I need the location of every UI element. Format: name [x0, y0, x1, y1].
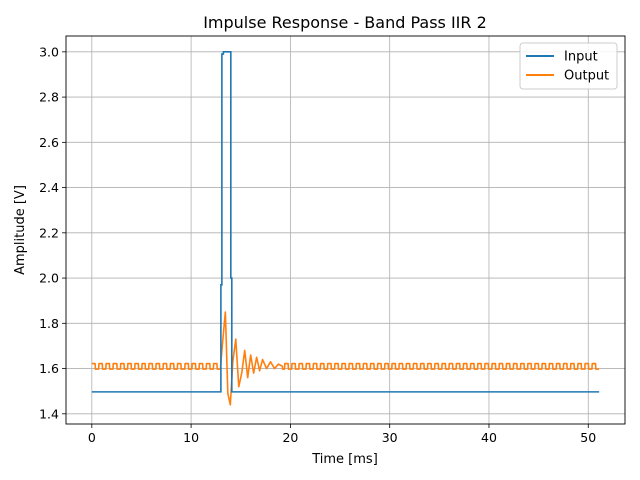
y-tick-label: 2.0: [39, 271, 59, 286]
legend-label-output: Output: [564, 69, 609, 84]
y-tick-label: 3.0: [39, 44, 59, 59]
plot-area: [91, 51, 600, 406]
legend-label-input: Input: [564, 50, 598, 65]
x-tick-label: 20: [282, 430, 298, 445]
x-axis-ticks: 0 10 20 30 40 50: [88, 424, 596, 445]
y-tick-label: 2.8: [39, 90, 59, 105]
y-tick-label: 2.6: [39, 135, 59, 150]
chart-title: Impulse Response - Band Pass IIR 2: [203, 13, 487, 32]
series-layer: [91, 51, 600, 406]
x-tick-label: 0: [88, 430, 96, 445]
x-tick-label: 50: [580, 430, 596, 445]
x-axis-label: Time [ms]: [311, 452, 378, 467]
y-axis-label: Amplitude [V]: [13, 185, 28, 275]
y-tick-label: 1.8: [39, 316, 59, 331]
x-tick-label: 40: [481, 430, 497, 445]
y-tick-label: 2.4: [39, 180, 59, 195]
series-output-line: [91, 311, 600, 406]
legend-box: [519, 42, 618, 90]
y-tick-label: 1.4: [39, 406, 59, 421]
y-tick-label: 1.6: [39, 361, 59, 376]
y-tick-label: 2.2: [39, 225, 59, 240]
x-tick-label: 10: [183, 430, 199, 445]
series-input-line: [91, 51, 600, 393]
plot-frame: [65, 35, 626, 425]
legend: Input Output: [519, 42, 618, 90]
x-tick-label: 30: [382, 430, 398, 445]
y-axis-ticks: 1.4 1.6 1.8 2.0 2.2 2.4 2.6 2.8 3.0: [39, 44, 66, 421]
